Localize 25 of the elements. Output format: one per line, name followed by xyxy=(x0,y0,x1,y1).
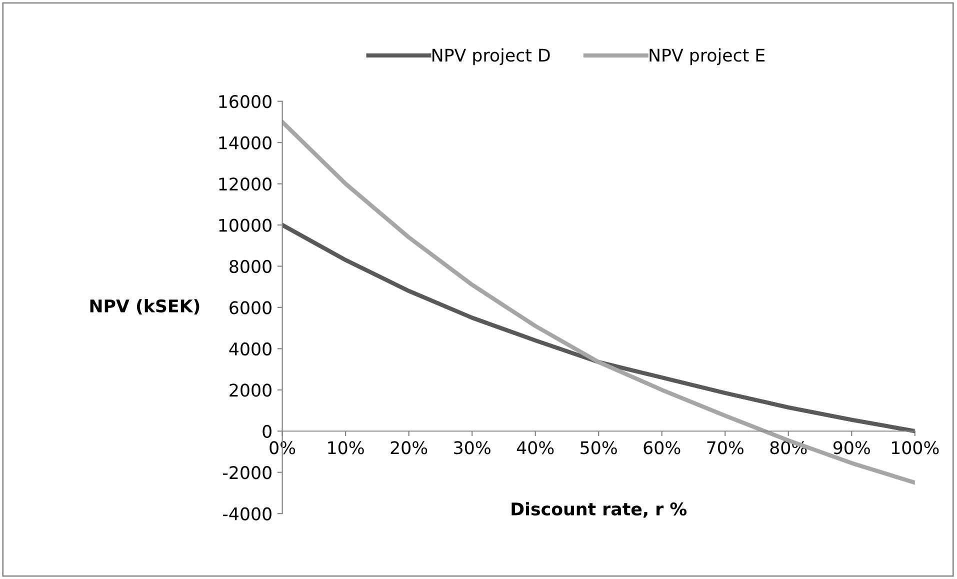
y-tick-label: 16000 xyxy=(219,95,272,108)
x-tick-label: 40% xyxy=(516,441,554,454)
legend-label: NPV project D xyxy=(432,48,550,66)
x-tick-label: 60% xyxy=(644,441,680,454)
y-tick-label: 2000 xyxy=(230,384,272,397)
y-tick-label: 14000 xyxy=(219,136,272,150)
y-tick-label: 6000 xyxy=(230,301,272,314)
y-axis-title: NPV (kSEK) xyxy=(90,299,200,315)
x-tick-label: 90% xyxy=(833,441,870,454)
y-tick-label: -4000 xyxy=(222,507,272,520)
x-tick-label: 50% xyxy=(580,441,617,454)
x-tick-label: 20% xyxy=(390,441,428,454)
x-tick-label: 100% xyxy=(892,441,939,454)
y-tick-label: -2000 xyxy=(222,466,272,480)
x-tick-label: 70% xyxy=(707,441,744,454)
y-tick-label: 8000 xyxy=(230,260,272,274)
y-tick-label: 0 xyxy=(262,424,272,438)
x-tick-label: 10% xyxy=(328,441,364,454)
legend-label: NPV project E xyxy=(650,48,765,66)
x-axis-title: Discount rate, r % xyxy=(512,502,687,518)
y-tick-label: 12000 xyxy=(219,177,272,191)
x-tick-label: 30% xyxy=(454,441,490,454)
y-tick-label: 4000 xyxy=(229,342,272,356)
y-tick-label: 10000 xyxy=(219,218,272,232)
x-tick-label: 0% xyxy=(270,441,296,454)
